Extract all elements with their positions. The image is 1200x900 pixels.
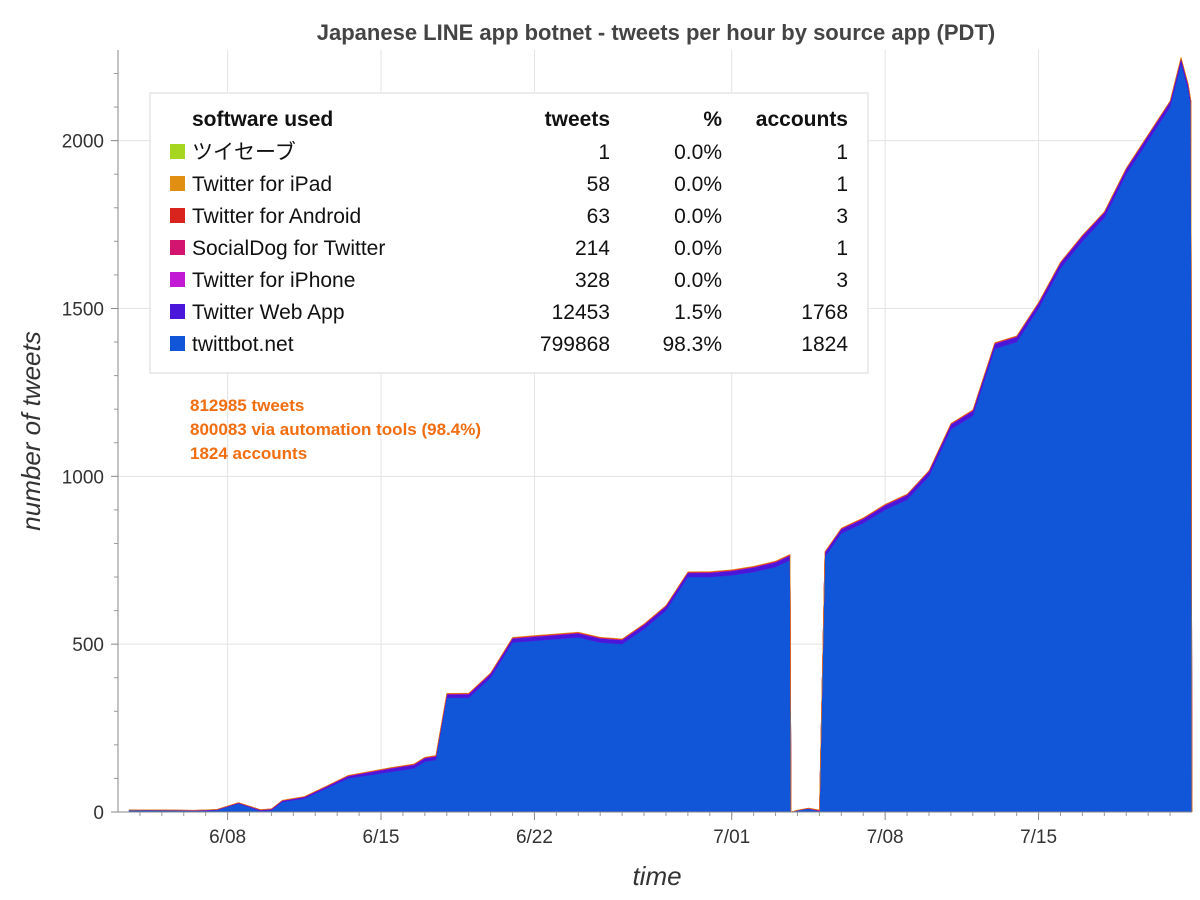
chart-title: Japanese LINE app botnet - tweets per ho… [317,20,995,45]
legend-swatch-twittbot-net [170,336,185,351]
annotations: 812985 tweets 800083 via automation tool… [190,396,481,463]
legend-accounts: 1 [836,173,848,196]
legend-accounts: 1824 [801,333,848,356]
legend-percent: 0.0% [674,237,722,260]
y-tick-label: 2000 [62,132,104,153]
legend-percent: 0.0% [674,269,722,292]
legend-name: Twitter for iPad [192,173,332,196]
legend-name: Twitter for iPhone [192,269,355,292]
legend-percent: 1.5% [674,301,722,324]
x-tick-label: 7/08 [867,827,904,848]
legend-header-accounts: accounts [756,108,848,131]
annotation-accounts: 1824 accounts [190,444,307,463]
legend-swatch-twitter-for-android [170,208,185,223]
y-tick-label: 500 [72,635,104,656]
annotation-total-tweets: 812985 tweets [190,396,304,415]
legend-tweets: 799868 [540,333,610,356]
legend-percent: 0.0% [674,205,722,228]
legend: software used tweets % accounts ツイセーブ 1 0.… [149,92,869,374]
legend-name: ツイセーブ [192,141,296,164]
legend-percent: 0.0% [674,141,722,164]
legend-header-percent: % [703,108,722,131]
legend-percent: 0.0% [674,173,722,196]
legend-swatch-twitter-for-iphone [170,272,185,287]
y-tick-label: 1500 [62,299,104,320]
x-tick-label: 6/22 [516,827,553,848]
legend-accounts: 1768 [801,301,848,324]
x-axis-label: time [632,861,681,891]
legend-name: Twitter Web App [192,301,345,324]
x-tick-label: 6/15 [363,827,400,848]
x-tick-label: 6/08 [209,827,246,848]
legend-accounts: 3 [836,269,848,292]
legend-percent: 98.3% [662,333,722,356]
legend-swatch-twitter-for-ipad [170,176,185,191]
legend-swatch-socialdog-for-twitter [170,240,185,255]
legend-tweets: 1 [598,141,610,164]
legend-tweets: 214 [575,237,610,260]
legend-header-tweets: tweets [545,108,610,131]
legend-swatch-twitter-web-app [170,304,185,319]
legend-tweets: 12453 [552,301,610,324]
legend-tweets: 328 [575,269,610,292]
legend-swatch-row-0 [170,144,185,159]
legend-tweets: 58 [587,173,610,196]
legend-header-software: software used [192,108,333,131]
y-tick-label: 1000 [62,467,104,488]
legend-name: SocialDog for Twitter [192,237,385,260]
y-ticks: 0 500 1000 1500 2000 [62,72,118,824]
legend-accounts: 1 [836,237,848,260]
x-tick-label: 7/15 [1020,827,1057,848]
annotation-automation: 800083 via automation tools (98.4%) [190,420,481,439]
x-ticks: 6/08 6/15 6/22 7/01 7/08 7/15 [139,812,1171,848]
legend-accounts: 3 [836,205,848,228]
y-axis-label: number of tweets [16,331,46,530]
legend-name: twittbot.net [192,333,294,356]
x-tick-label: 7/01 [713,827,750,848]
legend-name: Twitter for Android [192,205,361,228]
legend-accounts: 1 [836,141,848,164]
y-tick-label: 0 [93,803,104,824]
legend-box [149,92,869,374]
legend-tweets: 63 [587,205,610,228]
legend-rows: ツイセーブ 1 0.0% 1 Twitter for iPad 58 0.0% 1 Twitte… [170,141,848,356]
axes [117,50,1192,813]
